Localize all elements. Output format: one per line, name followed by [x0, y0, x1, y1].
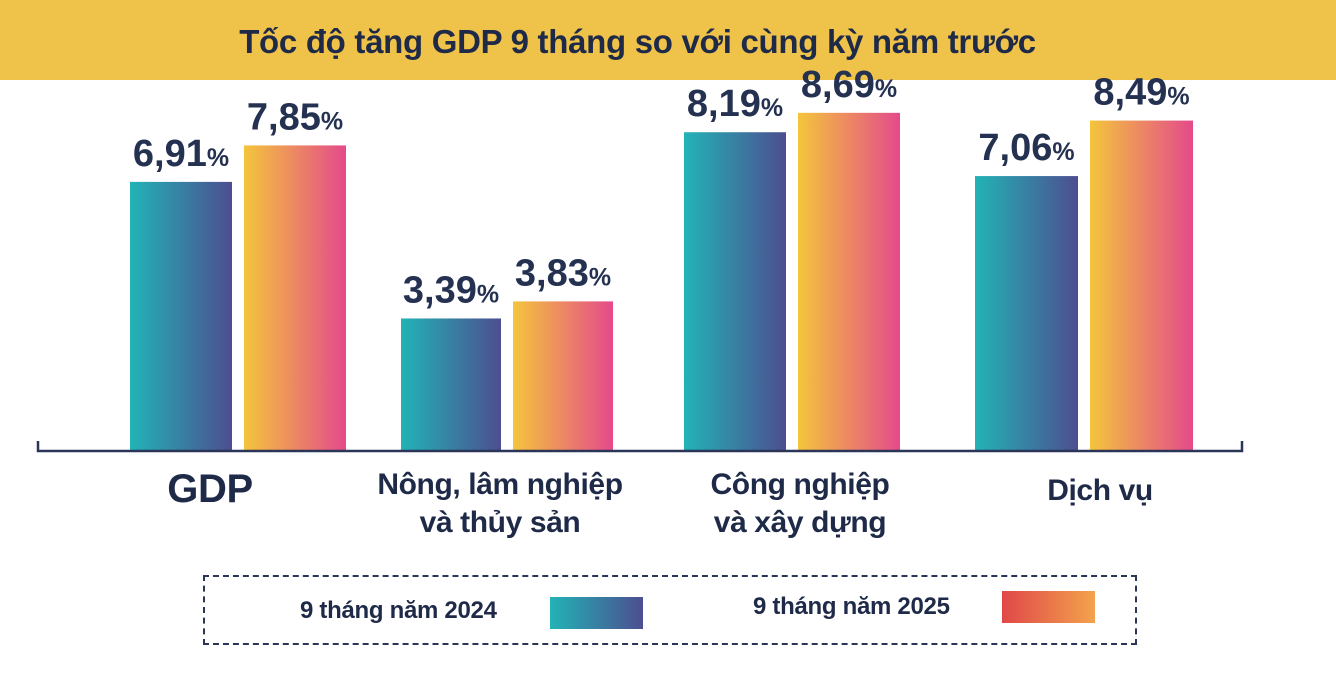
chart-title: Tốc độ tăng GDP 9 tháng so với cùng kỳ n… — [239, 23, 1036, 60]
legend-label-2025: 9 tháng năm 2025 — [753, 593, 950, 620]
bar-industry-2025 — [798, 112, 900, 450]
legend-swatch-2024 — [550, 597, 643, 629]
bar-services-2024 — [975, 176, 1078, 450]
data-label-gdp-2024: 6,91% — [133, 133, 229, 175]
category-label-industry: Công nghiệp và xây dựng — [710, 468, 890, 539]
bar-gdp-2024 — [130, 181, 232, 450]
legend: 9 tháng năm 2024 9 tháng năm 2025 — [203, 575, 1137, 645]
legend-label-2024: 9 tháng năm 2024 — [300, 597, 497, 624]
category-label-gdp: GDP — [167, 467, 253, 511]
bar-gdp-2025 — [244, 145, 346, 451]
bar-industry-2024 — [684, 132, 786, 450]
legend-swatch-2025 — [1002, 591, 1095, 623]
title-bar — [0, 0, 1336, 80]
data-label-industry-2025: 8,69% — [801, 64, 897, 106]
bar-agriculture-2025 — [513, 301, 613, 450]
x-axis — [36, 441, 1244, 453]
bar-agriculture-2024 — [401, 318, 501, 450]
bar-services-2025 — [1090, 120, 1193, 450]
data-label-industry-2024: 8,19% — [687, 83, 783, 125]
data-label-gdp-2025: 7,85% — [247, 96, 343, 138]
data-label-services-2025: 8,49% — [1093, 72, 1189, 114]
category-label-agriculture: Nông, lâm nghiệp và thủy sản — [377, 468, 623, 539]
data-label-agriculture-2024: 3,39% — [403, 269, 499, 311]
data-label-agriculture-2025: 3,83% — [515, 252, 611, 294]
chart-plot: 6,91% 3,39% 8,19% 7,06% 7,85% 3,83% 8,69% 8,49% — [36, 64, 1244, 453]
data-label-services-2024: 7,06% — [978, 127, 1074, 169]
category-label-services: Dịch vụ — [1047, 474, 1153, 507]
